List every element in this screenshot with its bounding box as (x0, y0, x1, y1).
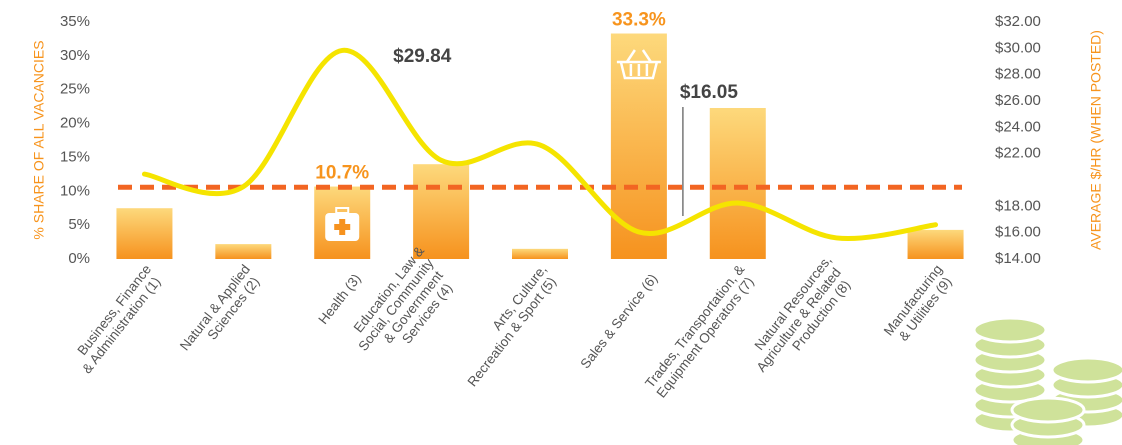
line-value-label: $16.05 (680, 82, 739, 103)
y2-tick-label: $28.00 (995, 66, 1041, 83)
x-tick-label-line: Equipment Operators (7) (653, 274, 756, 400)
y2-tick-label: $22.00 (995, 145, 1041, 162)
basket-icon (616, 49, 661, 80)
x-tick-label: Arts, Culture,Recreation & Sport (5) (452, 262, 561, 389)
icon-shape (334, 219, 351, 235)
y-tick-label: 30% (60, 47, 90, 64)
y-tick-label: 20% (60, 115, 90, 132)
bar (907, 229, 964, 259)
bar (512, 248, 568, 259)
y2-tick-label: $24.00 (995, 118, 1041, 135)
x-tick-label: Trades, Transportation, &Equipment Opera… (641, 262, 759, 401)
y-tick-label: 25% (60, 81, 90, 98)
x-tick-label: Sales & Service (6) (577, 271, 660, 371)
y-tick-label: 5% (68, 216, 90, 233)
coins-icon (972, 316, 1122, 445)
icon-shape (616, 49, 661, 80)
bar-value-label: 10.7% (315, 163, 369, 184)
x-tick-label: Natural & AppliedSciences (2) (177, 262, 265, 363)
bar (709, 107, 766, 259)
y2-tick-label: $26.00 (995, 92, 1041, 109)
y2-axis-title: AVERAGE $/HR (WHEN POSTED) (1088, 30, 1104, 250)
bar (116, 208, 173, 259)
y-axis-title: % SHARE OF ALL VACANCIES (31, 40, 47, 239)
x-tick-label-line: Recreation & Sport (5) (464, 274, 559, 389)
x-tick-label-line: Agriculture & Related (753, 265, 843, 375)
y-tick-label: 0% (68, 250, 90, 267)
icon-shape (335, 207, 350, 214)
bar (215, 244, 272, 259)
x-tick-label-line: Sales & Service (6) (577, 271, 660, 371)
y2-tick-label: $18.00 (995, 197, 1041, 214)
line-value-label: $29.84 (393, 46, 452, 67)
x-tick-label: Business, Finance& Administration (1) (67, 262, 166, 376)
line (141, 47, 939, 241)
first-aid-icon (325, 207, 360, 241)
x-tick-label: Education, Law &Social, Community& Gover… (343, 243, 462, 372)
x-tick-label: Manufacturing& Utilities (9) (880, 262, 956, 348)
y2-tick-label: $16.00 (995, 224, 1041, 241)
y2-tick-label: $30.00 (995, 39, 1041, 56)
y2-tick-label: $14.00 (995, 250, 1041, 267)
bar-value-label: 33.3% (612, 10, 666, 31)
x-tick-label: Natural Resources,Agriculture & RelatedP… (741, 252, 857, 383)
y2-tick-label: $32.00 (995, 13, 1041, 30)
bar (413, 164, 470, 259)
y-tick-label: 35% (60, 13, 90, 30)
y-tick-label: 10% (60, 182, 90, 199)
y-tick-label: 15% (60, 148, 90, 165)
